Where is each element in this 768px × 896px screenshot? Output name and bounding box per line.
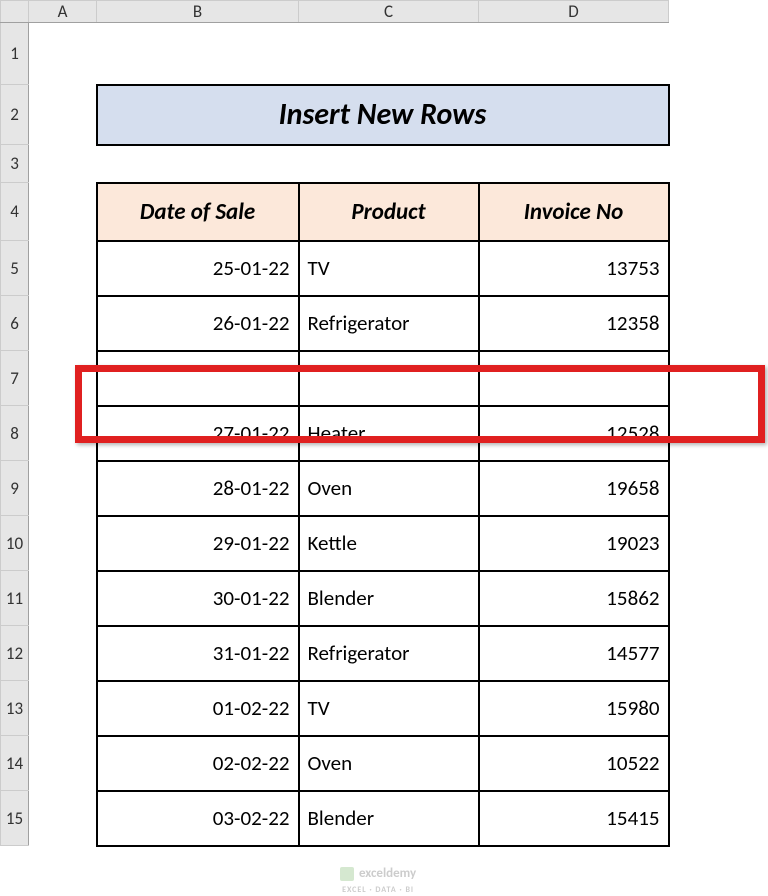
watermark-label: exceldemy xyxy=(359,866,416,881)
cell-C1[interactable] xyxy=(299,23,479,85)
cell-A11[interactable] xyxy=(29,571,97,626)
cell-A15[interactable] xyxy=(29,791,97,846)
cell-A10[interactable] xyxy=(29,516,97,571)
cell-C15[interactable]: Blender xyxy=(299,791,479,846)
cell-B7[interactable] xyxy=(97,351,299,406)
cell-A7[interactable] xyxy=(29,351,97,406)
cell-D13[interactable]: 15980 xyxy=(479,681,669,736)
row-header-14[interactable]: 14 xyxy=(1,736,29,791)
cell-D7[interactable] xyxy=(479,351,669,406)
col-header-D[interactable]: D xyxy=(479,1,669,23)
row-header-1[interactable]: 1 xyxy=(1,23,29,85)
cell-A9[interactable] xyxy=(29,461,97,516)
cell-D15[interactable]: 15415 xyxy=(479,791,669,846)
row-header-7[interactable]: 7 xyxy=(1,351,29,406)
row-header-6[interactable]: 6 xyxy=(1,296,29,351)
col-header-C[interactable]: C xyxy=(299,1,479,23)
cell-C6[interactable]: Refrigerator xyxy=(299,296,479,351)
cell-B9[interactable]: 28-01-22 xyxy=(97,461,299,516)
row-header-3[interactable]: 3 xyxy=(1,145,29,183)
title-cell[interactable]: Insert New Rows xyxy=(97,85,669,145)
row-header-4[interactable]: 4 xyxy=(1,183,29,241)
row-header-8[interactable]: 8 xyxy=(1,406,29,461)
row-header-2[interactable]: 2 xyxy=(1,85,29,145)
cell-C9[interactable]: Oven xyxy=(299,461,479,516)
row-header-9[interactable]: 9 xyxy=(1,461,29,516)
cell-C8[interactable]: Heater xyxy=(299,406,479,461)
cell-B3[interactable] xyxy=(97,145,299,183)
cell-B12[interactable]: 31-01-22 xyxy=(97,626,299,681)
cell-A1[interactable] xyxy=(29,23,97,85)
cell-D11[interactable]: 15862 xyxy=(479,571,669,626)
cell-C10[interactable]: Kettle xyxy=(299,516,479,571)
row-header-12[interactable]: 12 xyxy=(1,626,29,681)
cell-A13[interactable] xyxy=(29,681,97,736)
header-date[interactable]: Date of Sale xyxy=(97,183,299,241)
cell-C11[interactable]: Blender xyxy=(299,571,479,626)
cell-A3[interactable] xyxy=(29,145,97,183)
row-header-10[interactable]: 10 xyxy=(1,516,29,571)
cell-D1[interactable] xyxy=(479,23,669,85)
watermark-sub: EXCEL · DATA · BI xyxy=(342,885,414,895)
cell-C14[interactable]: Oven xyxy=(299,736,479,791)
cell-B11[interactable]: 30-01-22 xyxy=(97,571,299,626)
cell-B10[interactable]: 29-01-22 xyxy=(97,516,299,571)
cell-D14[interactable]: 10522 xyxy=(479,736,669,791)
header-product[interactable]: Product xyxy=(299,183,479,241)
select-all-corner[interactable] xyxy=(1,1,29,23)
cell-C7[interactable] xyxy=(299,351,479,406)
cell-C12[interactable]: Refrigerator xyxy=(299,626,479,681)
cell-A4[interactable] xyxy=(29,183,97,241)
cell-D9[interactable]: 19658 xyxy=(479,461,669,516)
cell-B6[interactable]: 26-01-22 xyxy=(97,296,299,351)
col-header-B[interactable]: B xyxy=(97,1,299,23)
row-header-11[interactable]: 11 xyxy=(1,571,29,626)
cell-A6[interactable] xyxy=(29,296,97,351)
watermark: exceldemy EXCEL · DATA · BI xyxy=(340,866,416,896)
cell-A5[interactable] xyxy=(29,241,97,296)
cell-D8[interactable]: 12528 xyxy=(479,406,669,461)
cell-D10[interactable]: 19023 xyxy=(479,516,669,571)
row-header-15[interactable]: 15 xyxy=(1,791,29,846)
cell-A12[interactable] xyxy=(29,626,97,681)
cell-B1[interactable] xyxy=(97,23,299,85)
cell-B13[interactable]: 01-02-22 xyxy=(97,681,299,736)
cell-C3[interactable] xyxy=(299,145,479,183)
cell-D6[interactable]: 12358 xyxy=(479,296,669,351)
cell-D3[interactable] xyxy=(479,145,669,183)
cell-B15[interactable]: 03-02-22 xyxy=(97,791,299,846)
cell-C5[interactable]: TV xyxy=(299,241,479,296)
header-invoice[interactable]: Invoice No xyxy=(479,183,669,241)
cell-A14[interactable] xyxy=(29,736,97,791)
cell-A8[interactable] xyxy=(29,406,97,461)
row-header-5[interactable]: 5 xyxy=(1,241,29,296)
cell-D12[interactable]: 14577 xyxy=(479,626,669,681)
spreadsheet: A B C D 1 2 Insert New Rows 3 4 Date of … xyxy=(0,0,670,847)
cell-B5[interactable]: 25-01-22 xyxy=(97,241,299,296)
cell-B14[interactable]: 02-02-22 xyxy=(97,736,299,791)
cell-B8[interactable]: 27-01-22 xyxy=(97,406,299,461)
row-header-13[interactable]: 13 xyxy=(1,681,29,736)
watermark-icon xyxy=(340,867,354,881)
cell-C13[interactable]: TV xyxy=(299,681,479,736)
cell-D5[interactable]: 13753 xyxy=(479,241,669,296)
cell-A2[interactable] xyxy=(29,85,97,145)
column-header-row: A B C D xyxy=(1,1,669,23)
col-header-A[interactable]: A xyxy=(29,1,97,23)
